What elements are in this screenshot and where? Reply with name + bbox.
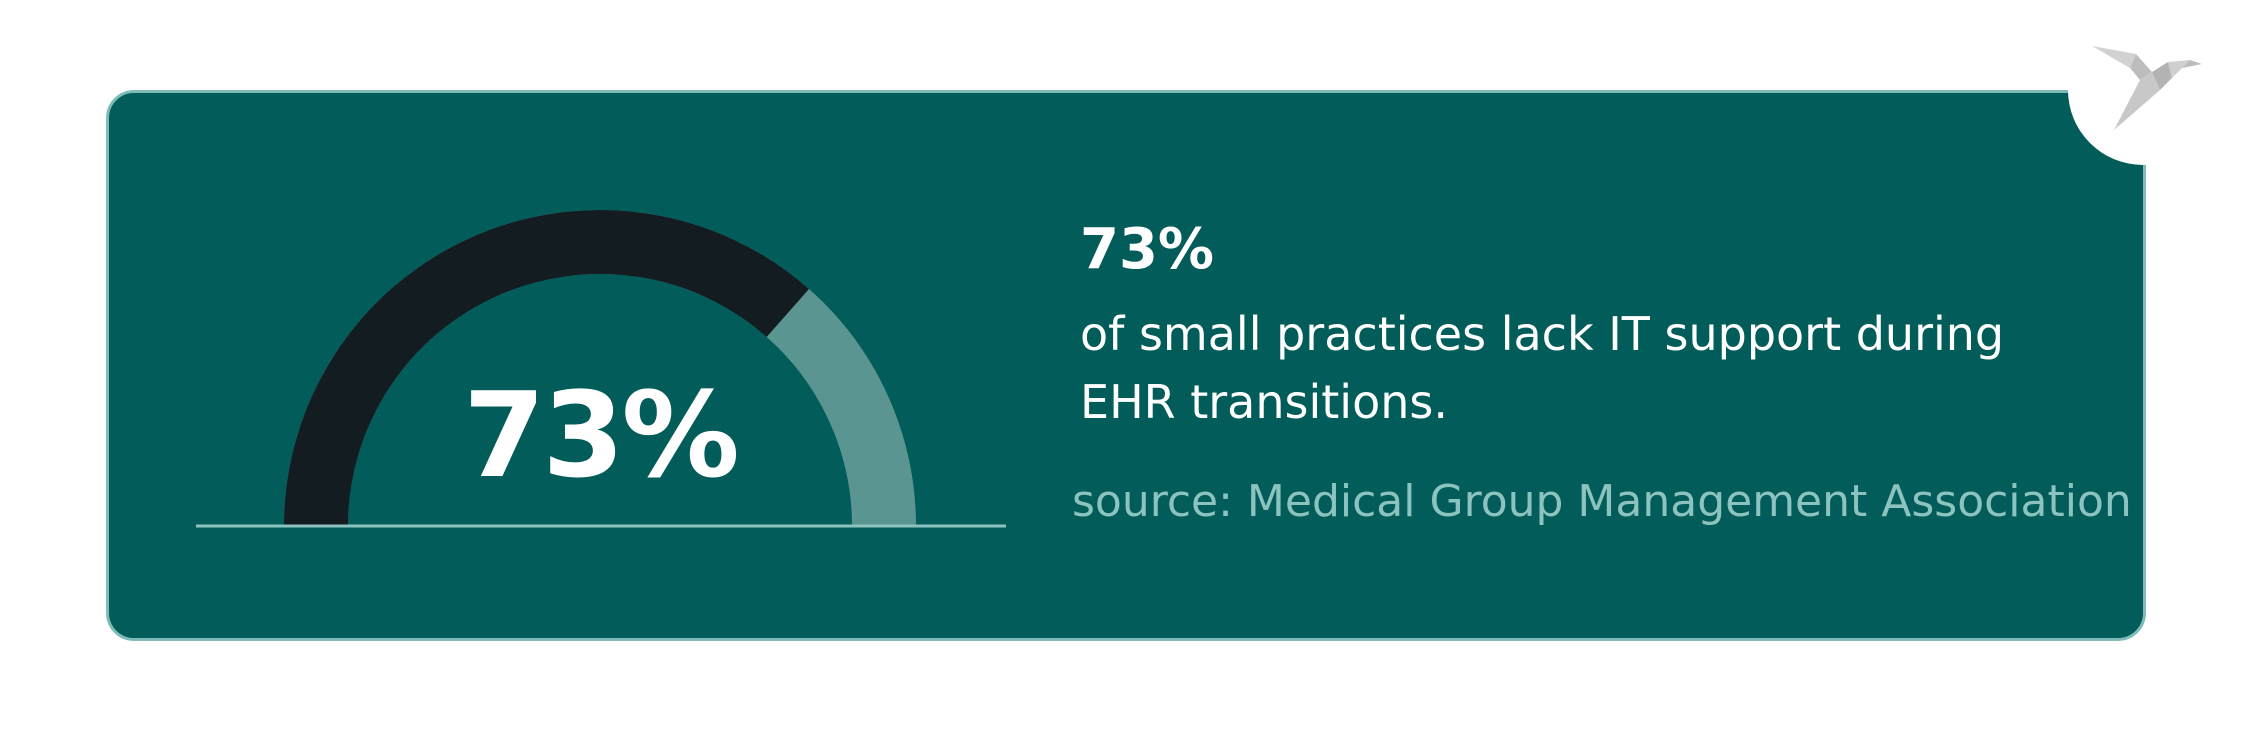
source-citation: source: Medical Group Management Associa…	[1072, 476, 2132, 527]
gauge-filled-arc	[284, 210, 809, 527]
stat-description: of small practices lack IT support durin…	[1080, 307, 2005, 429]
origami-bird-icon	[2092, 46, 2202, 130]
gauge-chart	[196, 210, 1006, 528]
corner-notch	[2068, 0, 2208, 165]
stat-card	[106, 90, 2146, 641]
gauge-center-label: 73%	[463, 366, 739, 504]
stat-value: 73%	[1080, 217, 1215, 282]
